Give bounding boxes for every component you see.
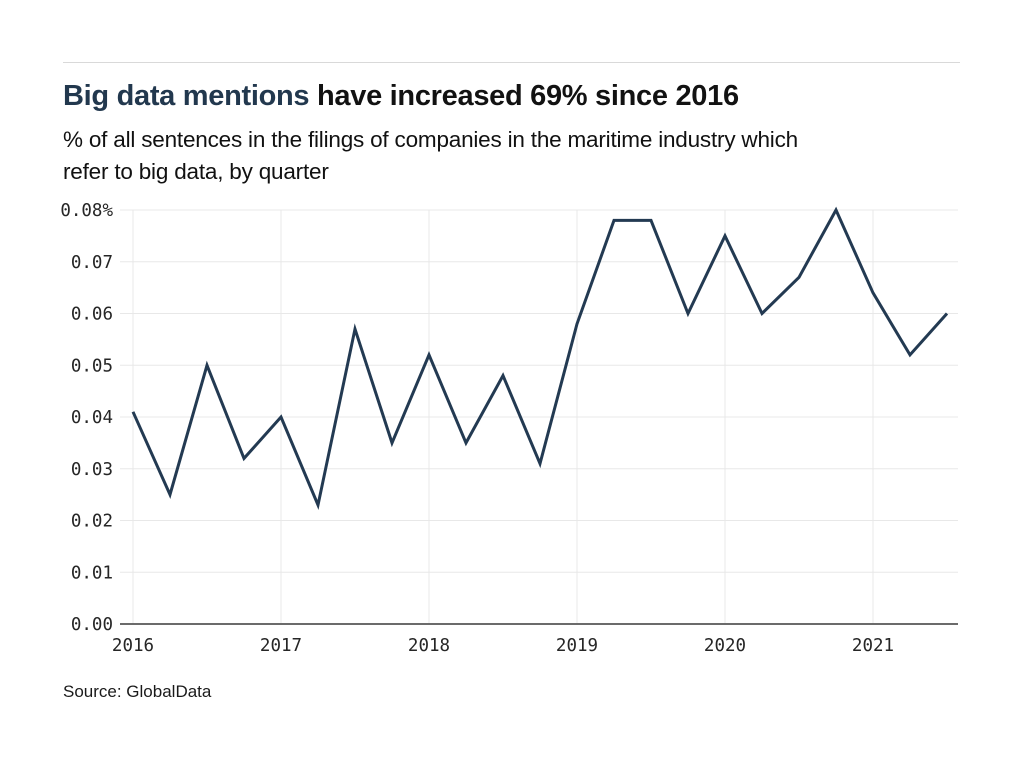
x-tick-label: 2021 xyxy=(852,636,894,656)
page-title: Big data mentions have increased 69% sin… xyxy=(63,80,739,113)
y-tick-label: 0.02 xyxy=(71,512,113,532)
y-tick-label: 0.01 xyxy=(71,563,113,583)
subtitle-line-2: refer to big data, by quarter xyxy=(63,159,329,184)
source-text: Source: GlobalData xyxy=(63,682,212,701)
x-tick-label: 2017 xyxy=(260,636,302,656)
chart-subtitle: % of all sentences in the filings of com… xyxy=(63,124,798,188)
top-divider xyxy=(63,62,960,63)
y-tick-label: 0.07 xyxy=(71,253,113,273)
title-rest: have increased 69% since 2016 xyxy=(309,80,739,112)
data-line xyxy=(131,206,949,511)
y-tick-label: 0.00 xyxy=(71,615,113,635)
subtitle-line-1: % of all sentences in the filings of com… xyxy=(63,127,798,152)
title-accent: Big data mentions xyxy=(63,80,310,112)
y-tick-label: 0.04 xyxy=(71,408,113,428)
x-tick-label: 2016 xyxy=(112,636,154,656)
y-tick-label: 0.03 xyxy=(71,460,113,480)
y-tick-label: 0.08% xyxy=(60,201,113,221)
y-tick-label: 0.05 xyxy=(71,356,113,376)
y-tick-label: 0.06 xyxy=(71,305,113,325)
x-tick-label: 2020 xyxy=(704,636,746,656)
x-tick-label: 2019 xyxy=(556,636,598,656)
x-tick-label: 2018 xyxy=(408,636,450,656)
